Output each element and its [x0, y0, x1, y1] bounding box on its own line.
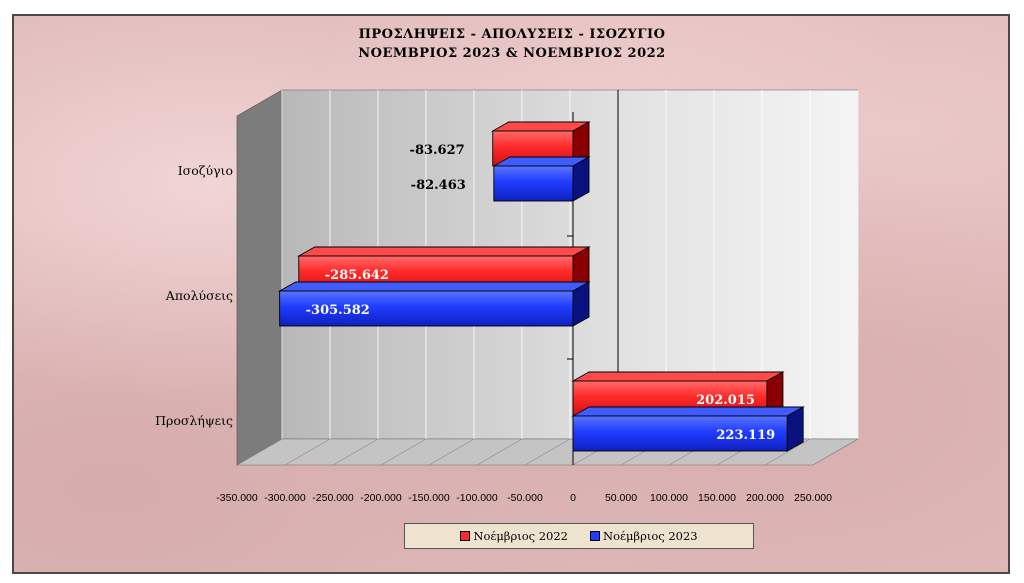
data-label: 223.119 [716, 428, 775, 443]
bar-2023-2 [571, 406, 805, 452]
side-wall [236, 89, 283, 466]
x-tick-label: 0 [570, 492, 576, 504]
floor-gridline [284, 438, 331, 466]
data-label: -285.642 [325, 268, 389, 283]
x-tick-label: -150.000 [408, 492, 450, 504]
floor-gridline [764, 438, 811, 466]
category-label: Προσλήψεις [155, 413, 233, 428]
bar-2023-0 [492, 156, 591, 202]
x-tick-label: -200.000 [360, 492, 402, 504]
bar-2023-1-top [277, 281, 591, 292]
data-label: -82.463 [411, 178, 466, 193]
legend-label-2023: Νοέμβριος 2023 [603, 529, 698, 543]
floor-gridline [332, 438, 379, 466]
floor-gridline [476, 438, 523, 466]
floor-gridline [812, 438, 859, 466]
bar-2022-1-top [297, 246, 591, 257]
data-label: 202.015 [696, 393, 755, 408]
legend-swatch-2023 [590, 531, 600, 541]
x-tick-label: -300.000 [264, 492, 306, 504]
chart-subtitle: ΝΟΕΜΒΡΙΟΣ 2023 & ΝΟΕΜΒΡΙΟΣ 2022 [358, 46, 666, 61]
x-tick-label: 100.000 [650, 492, 688, 504]
category-label: Ισοζύγιο [178, 163, 233, 178]
x-tick-label: 50.000 [605, 492, 637, 504]
data-labels: -83.627 -82.463 -285.642 -305.582 202.015 223… [306, 143, 776, 443]
bars [277, 121, 805, 452]
bar-2023-1-front [279, 290, 574, 327]
floor-gridline [428, 438, 475, 466]
x-tick-label: 250.000 [794, 492, 832, 504]
legend-item-2022: Νοέμβριος 2022 [460, 529, 568, 543]
x-tick-label: -50.000 [507, 492, 543, 504]
data-label: -83.627 [410, 143, 465, 158]
x-tick-label: 150.000 [698, 492, 736, 504]
x-tick-label: -100.000 [456, 492, 498, 504]
data-label: -305.582 [306, 303, 370, 318]
floor-gridline [236, 438, 283, 466]
legend-swatch-2022 [460, 531, 471, 541]
legend-item-2023: Νοέμβριος 2023 [590, 529, 698, 543]
bar-2023-2-front [572, 415, 788, 452]
chart-title: ΠΡΟΣΛΗΨΕΙΣ - ΑΠΟΛΥΣΕΙΣ - ΙΣΟΖΥΓΙΟ [358, 27, 666, 42]
bar-2023-0-front [493, 165, 574, 202]
bar-2023-1 [277, 281, 591, 327]
legend-label-2022: Νοέμβριος 2022 [473, 529, 568, 543]
category-labels: Ισοζύγιο Απολύσεις Προσλήψεις [155, 163, 233, 428]
floor-gridline [380, 438, 427, 466]
category-label: Απολύσεις [165, 288, 233, 303]
floor-gridline [524, 438, 571, 466]
bar-2022-2-top [571, 371, 785, 382]
legend: Νοέμβριος 2022 Νοέμβριος 2023 [404, 523, 754, 549]
x-tick-label: -250.000 [312, 492, 354, 504]
bar-2023-2-top [571, 406, 805, 417]
x-tick-labels: -350.000 -300.000 -250.000 -200.000 -150.000… [216, 492, 832, 504]
x-tick-label: 200.000 [746, 492, 784, 504]
x-tick-label: -350.000 [216, 492, 258, 504]
